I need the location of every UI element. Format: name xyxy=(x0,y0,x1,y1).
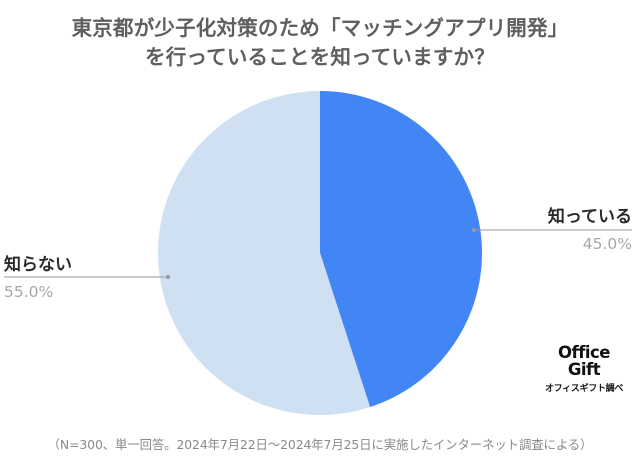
pie-slice-unknown xyxy=(157,91,371,415)
office-gift-logo: Office Gift オフィスギフト調べ xyxy=(536,344,632,395)
leader-dot-unknown xyxy=(166,275,170,279)
survey-footnote: （N=300、単一回答。2024年7月22日～2024年7月25日に実施したイン… xyxy=(47,437,593,452)
chart-title-line-1: 東京都が少子化対策のため「マッチングアプリ開発」 xyxy=(71,16,569,40)
pie-slices xyxy=(157,91,482,415)
pie-slice-known xyxy=(320,91,482,408)
logo-line-gift: Gift xyxy=(567,360,601,379)
slice-name-known: 知っている xyxy=(547,206,632,227)
slice-value-known: 45.0% xyxy=(583,235,632,253)
chart-title-line-2: を行っていることを知っていますか？ xyxy=(145,45,495,69)
slice-name-unknown: 知らない xyxy=(3,254,72,275)
leader-dot-known xyxy=(472,228,476,232)
logo-subtitle: オフィスギフト調べ xyxy=(544,384,624,394)
logo-line-office: Office xyxy=(557,343,611,362)
chart-title: 東京都が少子化対策のため「マッチングアプリ開発」 を行っていることを知っています… xyxy=(0,14,640,72)
slice-value-unknown: 55.0% xyxy=(4,283,53,301)
slice-label-known: 知っている 45.0% xyxy=(472,206,632,253)
slice-label-unknown: 知らない 55.0% xyxy=(3,254,170,301)
